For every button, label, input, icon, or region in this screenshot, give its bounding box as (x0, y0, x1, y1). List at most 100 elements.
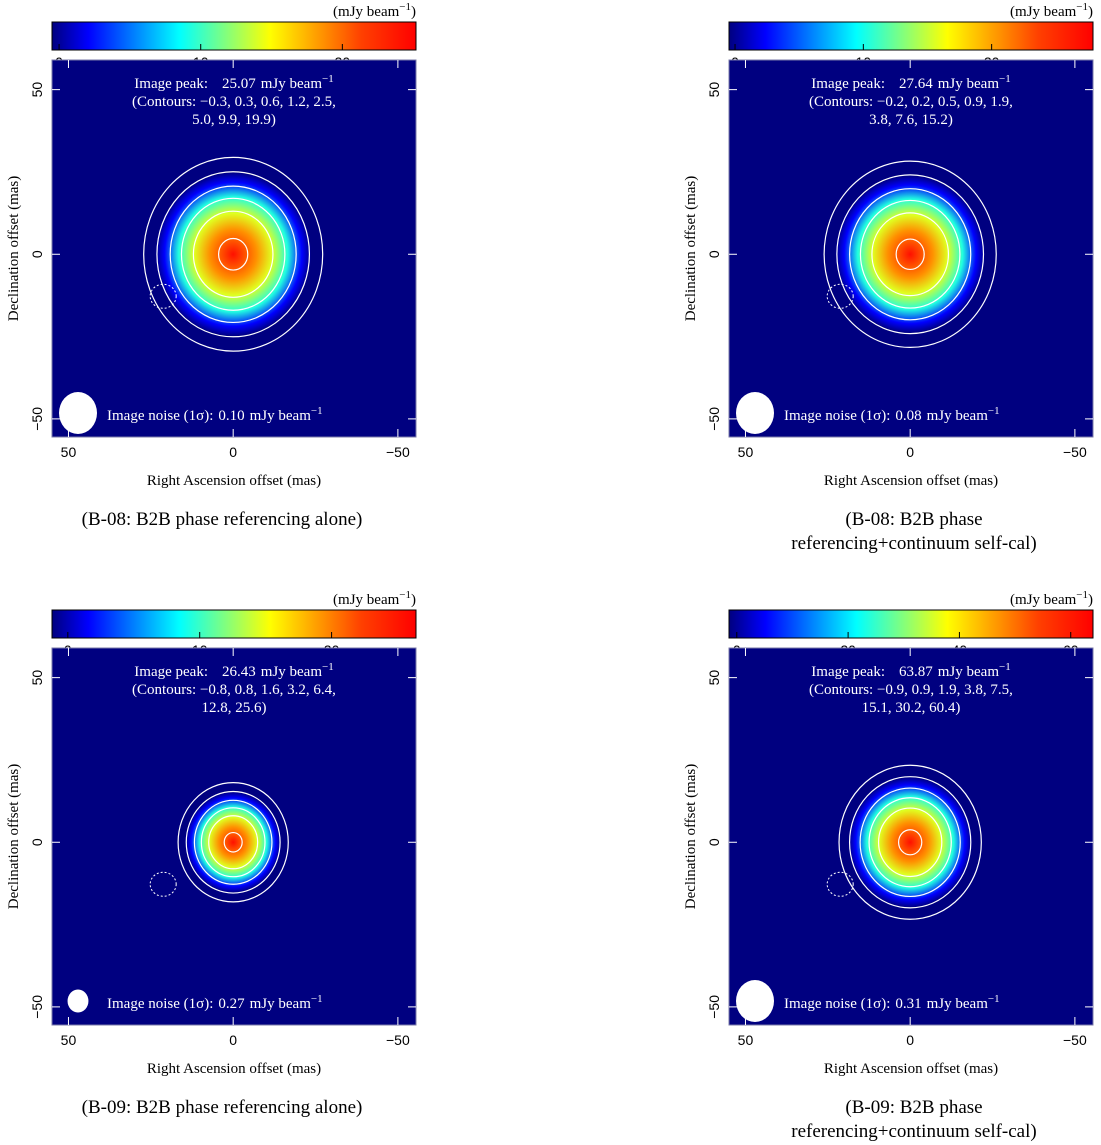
noise-exponent: −1 (311, 993, 323, 1005)
contour (871, 212, 950, 297)
y-tick-label: 50 (706, 670, 722, 686)
contour (192, 210, 274, 298)
x-axis-label: Right Ascension offset (mas) (824, 473, 998, 489)
caption: referencing+continuum self-cal) (791, 1121, 1036, 1142)
image (736, 160, 997, 434)
peak-label: Image peak: (811, 664, 885, 680)
x-axis-label: Right Ascension offset (mas) (824, 1061, 998, 1077)
beam (736, 392, 774, 434)
peak-exponent: −1 (322, 661, 334, 673)
contour (897, 829, 923, 856)
noise-value: 0.08 (895, 408, 921, 424)
image-frame (728, 647, 1094, 1026)
peak-exponent: −1 (322, 73, 334, 85)
noise-text: Image noise (1σ): 0.10 mJy beam−1 (107, 405, 323, 424)
peak-value: 25.07 (222, 76, 256, 92)
noise-text: Image noise (1σ): 0.27 mJy beam−1 (107, 993, 323, 1012)
noise-label: Image noise (1σ): (784, 996, 890, 1012)
x-tick-label: −50 (386, 444, 410, 460)
contour (849, 188, 972, 321)
y-tick-label: 50 (29, 82, 45, 98)
image-frame (51, 647, 417, 1026)
negative-contour (149, 871, 177, 897)
y-axis-label: Declination offset (mas) (6, 176, 22, 322)
peak-text: Image peak: 25.07 mJy beam−1 (134, 73, 333, 92)
beam (59, 392, 97, 434)
caption: (B-09: B2B phase referencing alone) (82, 1097, 363, 1118)
caption: (B-08: B2B phase referencing alone) (82, 509, 363, 530)
y-axis-label: Declination offset (mas) (683, 176, 699, 322)
contour (156, 171, 311, 338)
peak-label: Image peak: (811, 76, 885, 92)
y-tick-label: 0 (706, 250, 722, 258)
negative-contour (826, 283, 854, 309)
source (848, 777, 973, 908)
x-tick-label: 50 (61, 444, 77, 460)
x-axis-label: Right Ascension offset (mas) (147, 473, 321, 489)
noise-value: 0.27 (218, 996, 245, 1012)
image (59, 156, 324, 434)
peak-text: Image peak: 63.87 mJy beam−1 (811, 661, 1010, 680)
source (185, 791, 282, 893)
contour (208, 815, 259, 870)
noise-value: 0.10 (218, 408, 244, 424)
peak-unit: mJy beam (261, 664, 323, 680)
noise-unit: mJy beam (250, 996, 312, 1012)
image-frame (51, 59, 417, 438)
peak-value: 26.43 (222, 664, 256, 680)
x-tick-label: 50 (61, 1032, 77, 1048)
noise-label: Image noise (1σ): (107, 408, 213, 424)
x-tick-label: −50 (1063, 1032, 1087, 1048)
peak-unit: mJy beam (938, 76, 1000, 92)
source (835, 175, 986, 334)
x-tick-label: 0 (229, 444, 237, 460)
y-tick-label: 50 (706, 82, 722, 98)
contour (836, 174, 985, 335)
contour (877, 807, 943, 878)
peak-label: Image peak: (134, 664, 208, 680)
contour-levels: (Contours: −0.2, 0.2, 0.5, 0.9, 1.9, (809, 94, 1013, 110)
colorbar-unit: (mJy beam−1) (1010, 589, 1093, 608)
peak-value: 63.87 (899, 664, 933, 680)
colorbar (51, 21, 417, 51)
unit: (mJy beam (333, 592, 400, 608)
colorbar (728, 609, 1094, 639)
contour (185, 790, 281, 894)
source (155, 172, 312, 337)
contour (223, 831, 243, 853)
y-tick-label: 0 (29, 838, 45, 846)
noise-text: Image noise (1σ): 0.31 mJy beam−1 (784, 993, 1000, 1012)
y-tick-label: −50 (706, 995, 722, 1019)
x-tick-label: 50 (738, 444, 754, 460)
peak-unit: mJy beam (938, 664, 1000, 680)
x-tick-label: 50 (738, 1032, 754, 1048)
colorbar (728, 21, 1094, 51)
x-tick-label: 0 (906, 1032, 914, 1048)
y-tick-label: −50 (706, 407, 722, 431)
unit-close: ) (1088, 4, 1093, 20)
negative-contour (826, 871, 854, 897)
contour (848, 776, 972, 909)
peak-exponent: −1 (999, 73, 1011, 85)
noise-label: Image noise (1σ): (784, 408, 890, 424)
x-tick-label: −50 (1063, 444, 1087, 460)
contour (868, 797, 952, 888)
colorbar-unit: (mJy beam−1) (333, 589, 416, 608)
noise-exponent: −1 (988, 405, 1000, 417)
peak-label: Image peak: (134, 76, 208, 92)
noise-exponent: −1 (311, 405, 323, 417)
peak-value: 27.64 (899, 76, 933, 92)
unit-close: ) (411, 4, 416, 20)
unit: (mJy beam (333, 4, 400, 20)
noise-text: Image noise (1σ): 0.08 mJy beam−1 (784, 405, 1000, 424)
x-axis-label: Right Ascension offset (mas) (147, 1061, 321, 1077)
noise-unit: mJy beam (927, 996, 989, 1012)
noise-label: Image noise (1σ): (107, 996, 213, 1012)
colorbar-unit: (mJy beam−1) (333, 1, 416, 20)
peak-text: Image peak: 27.64 mJy beam−1 (811, 73, 1010, 92)
y-tick-label: −50 (29, 995, 45, 1019)
contour-levels: (Contours: −0.3, 0.3, 0.6, 1.2, 2.5, (132, 94, 336, 110)
contour (859, 199, 961, 309)
peak-exponent: −1 (999, 661, 1011, 673)
